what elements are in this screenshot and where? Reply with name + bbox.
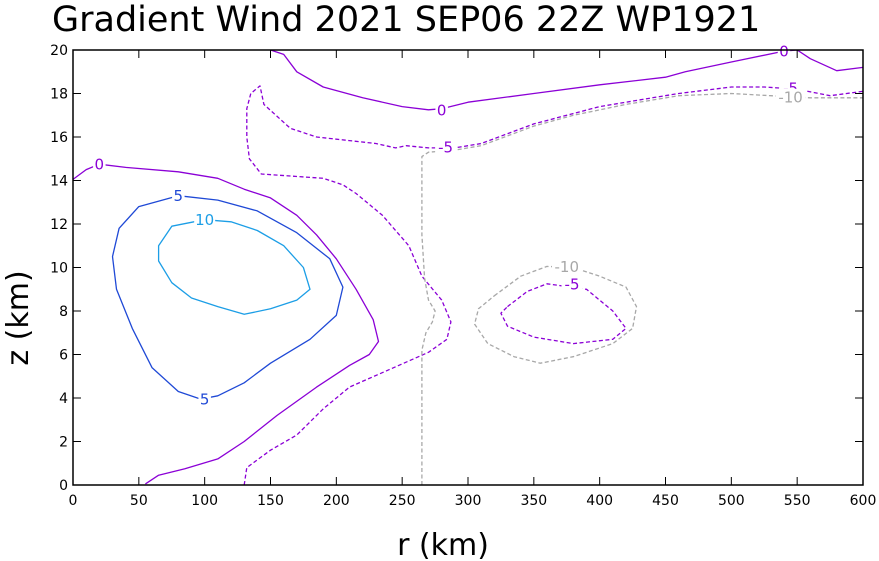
y-axis: 0 2 4 6 8 10 12 14 16 18 20: [50, 43, 863, 494]
contour-label-9: -10: [555, 258, 580, 276]
y-axis-title: z (km): [1, 270, 36, 365]
y-tick-label-7: 14: [50, 174, 68, 190]
x-tick-label-12: 600: [850, 493, 877, 509]
contour-line-0: [73, 163, 380, 485]
y-tick-label-10: 20: [50, 43, 68, 59]
x-tick-label-9: 450: [652, 493, 679, 509]
plot-frame: [72, 49, 864, 486]
x-tick-label-6: 300: [455, 493, 482, 509]
x-tick-label-11: 550: [784, 493, 811, 509]
y-tick-label-6: 12: [50, 217, 68, 233]
contour-label-bg-9: [552, 258, 582, 275]
contour-label-bg-4: [198, 391, 211, 408]
x-axis-title: r (km): [397, 528, 489, 561]
x-tick-label-8: 400: [586, 493, 613, 509]
contour-label-3: 5: [174, 187, 184, 205]
contour-line-4: [243, 85, 863, 485]
x-tick-label-10: 500: [718, 493, 745, 509]
x-tick-label-4: 200: [323, 493, 350, 509]
y-tick-label-0: 0: [59, 478, 68, 494]
y-tick-label-1: 2: [59, 435, 68, 451]
chart-title: Gradient Wind 2021 SEP06 22Z WP1921: [52, 0, 760, 40]
contour-line-1: [270, 50, 863, 111]
contour-label-10: -10: [778, 88, 803, 106]
contour-label-bg-0: [93, 156, 106, 173]
x-tick-label-2: 100: [191, 493, 218, 509]
contour-label-1: 0: [437, 101, 447, 119]
y-tick-label-8: 16: [50, 130, 68, 146]
contour-label-6: -5: [438, 138, 453, 156]
contour-line-6: [421, 92, 863, 485]
y-tick-label-3: 6: [59, 348, 68, 364]
x-tick-label-5: 250: [389, 493, 416, 509]
y-tick-label-9: 18: [50, 87, 68, 103]
contour-line-3: [157, 219, 311, 315]
x-tick-label-1: 50: [130, 493, 148, 509]
contour-label-bg-5: [194, 211, 216, 228]
contour-label-bg-1: [435, 101, 448, 118]
y-tick-label-4: 8: [59, 304, 68, 320]
contour-label-4: 5: [200, 391, 210, 409]
contour-label-8: -5: [565, 275, 580, 293]
x-tick-label-7: 350: [520, 493, 547, 509]
contour-label-0: 0: [95, 156, 105, 174]
x-axis: 0 50 100 150 200 250 300 350 400 450 500 550 600: [69, 50, 877, 509]
contour-label-bg-8: [561, 275, 583, 292]
x-tick-label-0: 0: [69, 493, 78, 509]
y-tick-label-5: 10: [50, 261, 68, 277]
x-tick-label-3: 150: [257, 493, 284, 509]
contour-label-bg-2: [777, 43, 791, 60]
contour-label-2: 0: [779, 43, 789, 61]
y-tick-label-2: 4: [59, 391, 68, 407]
contour-label-bg-3: [172, 187, 185, 204]
contour-label-bg-10: [775, 88, 806, 105]
contour-label-bg-6: [435, 138, 457, 155]
contour-line-5: [500, 283, 627, 345]
contour-line-7: [473, 265, 638, 364]
contour-label-5: 10: [195, 211, 214, 229]
contour-line-2: [111, 195, 344, 400]
